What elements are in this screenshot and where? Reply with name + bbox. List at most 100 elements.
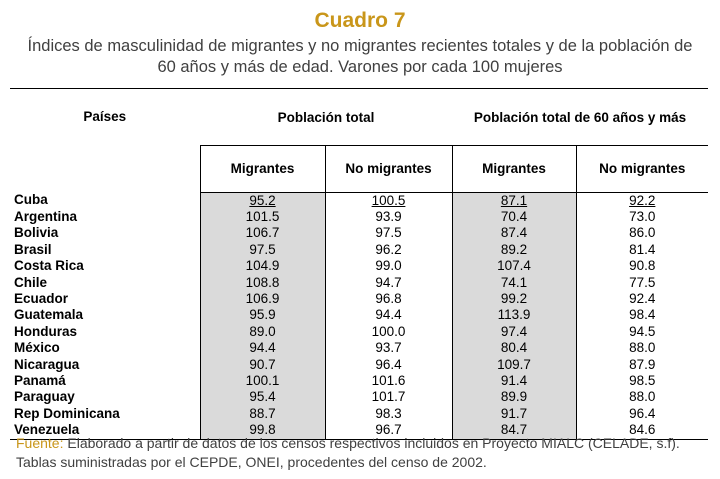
country-cell-value: Paraguay [14,389,75,405]
country-cell-value: México [14,340,60,356]
sixty-non-migrants-cell-value: 81.4 [629,241,656,257]
total-migrants-cell: 97.5 [199,241,326,259]
sixty-migrants-cell-value: 113.9 [497,307,531,323]
sixty-non-migrants-cell-value: 96.4 [629,405,656,421]
sixty-migrants-cell-value: 91.7 [500,405,528,421]
total-migrants-cell: 99.8 [199,422,326,440]
sixty-migrants-cell-value: 109.7 [497,356,531,372]
table-row: Costa Rica 104.9 99.0 107.4 90.8 [10,258,708,275]
table-row: Rep Dominicana 88.7 98.3 91.7 96.4 [10,405,708,423]
sixty-migrants-cell: 113.9 [452,307,577,324]
header-group-total: Población total [277,110,375,126]
country-cell-value: Guatemala [14,307,84,323]
sixty-non-migrants-cell-value: 88.0 [629,389,656,405]
header-row-columns: Migrantes No migrantes Migrantes No migr… [10,144,709,193]
sixty-migrants-cell: 107.4 [452,258,577,275]
total-migrants-cell: 108.8 [199,274,326,291]
country-cell-value: Brasil [14,241,52,257]
total-migrants-cell: 104.9 [199,258,326,275]
total-non-migrants-cell: 94.7 [325,274,453,291]
total-migrants-cell: 106.9 [199,290,326,308]
total-migrants-cell: 95.9 [199,307,326,324]
sixty-migrants-cell: 91.4 [452,372,577,390]
table-row: Brasil 97.5 96.2 89.2 81.4 [10,241,708,259]
sixty-non-migrants-cell-value: 86.0 [629,225,656,241]
sixty-non-migrants-cell: 84.6 [576,422,709,440]
table-row: Venezuela 99.8 96.7 84.7 84.6 [10,422,709,440]
total-migrants-cell: 94.4 [199,340,326,357]
header-countries: Países [83,109,127,124]
total-non-migrants-cell: 101.7 [325,389,453,406]
header-group-60: Población total de 60 años y más [473,110,687,126]
sixty-migrants-cell-value: 97.4 [500,323,528,339]
sixty-non-migrants-cell: 73.0 [576,209,708,225]
sixty-non-migrants-cell: 87.9 [576,357,708,373]
total-non-migrants-cell: 101.6 [325,372,453,390]
sixty-migrants-cell: 89.9 [452,389,577,406]
table-row: Argentina 101.5 93.9 70.4 73.0 [10,208,708,226]
sixty-migrants-cell-value: 74.1 [500,274,528,290]
total-non-migrants-cell-value: 99.0 [375,258,402,274]
table-row: Nicaragua 90.7 96.4 109.7 87.9 [10,356,708,373]
country-cell: Honduras [10,324,200,340]
country-cell-value: Bolivia [14,225,59,241]
total-non-migrants-cell-value: 93.7 [375,340,402,356]
total-non-migrants-cell-value: 97.5 [375,225,402,241]
total-migrants-cell-value: 95.9 [249,307,276,323]
sixty-migrants-cell: 80.4 [452,340,577,357]
table-row: Honduras 89.0 100.0 97.4 94.5 [10,323,708,341]
sixty-migrants-cell-value: 87.1 [500,192,528,208]
total-non-migrants-cell: 100.0 [325,323,453,341]
country-cell-value: Costa Rica [14,258,84,274]
sixty-non-migrants-cell-value: 98.4 [629,307,656,323]
sixty-non-migrants-cell: 77.5 [576,275,708,291]
sixty-non-migrants-cell: 98.5 [576,373,708,389]
sixty-non-migrants-cell: 88.0 [576,389,708,405]
total-migrants-cell-value: 95.4 [249,389,276,405]
sixty-migrants-cell: 70.4 [452,208,577,226]
total-migrants-cell-value: 106.7 [245,225,280,241]
total-migrants-cell: 89.0 [199,323,326,341]
total-migrants-cell: 101.5 [199,208,326,226]
sixty-non-migrants-cell-value: 90.8 [629,258,656,274]
sixty-non-migrants-cell: 92.4 [576,291,708,307]
sixty-non-migrants-cell-value: 94.5 [629,323,656,339]
table-title: Cuadro 7 [314,9,406,32]
sixty-migrants-cell-value: 107.4 [497,258,531,274]
table-row: Ecuador 106.9 96.8 99.2 92.4 [10,290,708,308]
sixty-migrants-cell-value: 91.4 [500,372,528,388]
sixty-migrants-cell-value: 89.9 [500,389,528,405]
total-non-migrants-cell-value: 96.7 [375,422,402,438]
total-non-migrants-cell: 98.3 [325,405,453,423]
sixty-non-migrants-cell-value: 98.5 [629,372,656,388]
table-row: Chile 108.8 94.7 74.1 77.5 [10,274,708,291]
country-cell-value: Ecuador [14,290,69,306]
total-non-migrants-cell-value: 96.4 [375,356,402,372]
country-cell: Paraguay [10,389,200,405]
total-non-migrants-cell: 100.5 [325,192,453,209]
country-cell: Bolivia [10,225,200,241]
data-table: Países Población total Población total d… [10,91,709,440]
sixty-non-migrants-cell-value: 84.6 [629,422,656,438]
total-migrants-cell-value: 106.9 [245,290,280,306]
total-migrants-cell-value: 101.5 [245,208,280,224]
country-cell-value: Venezuela [14,422,80,438]
sixty-migrants-cell: 87.1 [452,192,577,209]
country-cell: Guatemala [10,307,200,323]
total-non-migrants-cell-value: 93.9 [375,208,402,224]
sixty-migrants-cell-value: 80.4 [500,340,528,356]
total-non-migrants-cell: 99.0 [325,258,453,275]
sixty-non-migrants-cell: 86.0 [576,225,708,241]
total-non-migrants-cell: 94.4 [325,307,453,324]
country-cell-value: Argentina [14,208,78,224]
table-row: Paraguay 95.4 101.7 89.9 88.0 [10,389,708,406]
table-row: México 94.4 93.7 80.4 88.0 [10,340,708,357]
country-cell: Chile [10,275,200,291]
country-cell: Costa Rica [10,258,200,274]
sixty-non-migrants-cell: 94.5 [576,324,708,340]
sixty-non-migrants-cell-value: 73.0 [629,208,656,224]
table-row: Guatemala 95.9 94.4 113.9 98.4 [10,307,708,324]
sixty-migrants-cell: 84.7 [452,422,577,440]
country-cell: Cuba [10,192,200,209]
country-cell-value: Nicaragua [14,356,80,372]
